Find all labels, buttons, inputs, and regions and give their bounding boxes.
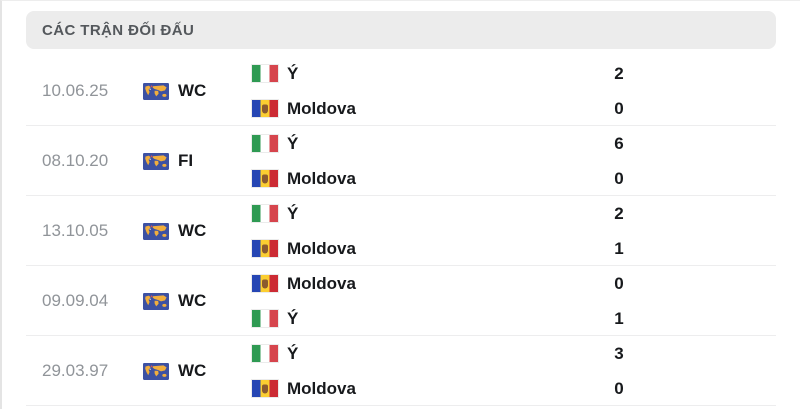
team-name: Moldova xyxy=(287,168,356,188)
competition: WC xyxy=(143,291,252,311)
home-team-line: Ý 2 xyxy=(252,196,776,231)
team-score: 0 xyxy=(614,98,624,118)
match-row[interactable]: 13.10.05 WC Ý 2 Moldova 1 xyxy=(26,196,776,266)
match-date: 29.03.97 xyxy=(42,361,109,380)
competition: WC xyxy=(143,221,252,241)
teams-cell: Ý 3 Moldova 0 xyxy=(252,336,776,406)
team-score: 3 xyxy=(614,343,624,363)
team-score: 2 xyxy=(614,203,624,223)
team-name: Moldova xyxy=(287,238,356,258)
competition-label: WC xyxy=(178,361,207,380)
world-map-icon xyxy=(143,362,169,380)
competition-label: WC xyxy=(178,291,207,310)
competition: WC xyxy=(143,81,252,101)
world-map-icon xyxy=(143,292,169,310)
italy-flag-icon xyxy=(252,205,278,222)
team-name: Ý xyxy=(287,343,299,363)
italy-flag-icon xyxy=(252,135,278,152)
competition: FI xyxy=(143,151,252,171)
home-team-line: Ý 6 xyxy=(252,126,776,161)
away-team-line: Moldova 0 xyxy=(252,371,776,406)
head-to-head-card: CÁC TRẬN ĐỐI ĐẤU 10.06.25 WC Ý 2 Moldova… xyxy=(2,11,800,406)
away-team-line: Ý 1 xyxy=(252,301,776,336)
world-map-icon xyxy=(143,82,169,100)
match-row[interactable]: 08.10.20 FI Ý 6 Moldova 0 xyxy=(26,126,776,196)
away-team-line: Moldova 0 xyxy=(252,161,776,196)
competition: WC xyxy=(143,361,252,381)
team-score: 0 xyxy=(614,273,624,293)
teams-cell: Moldova 0 Ý 1 xyxy=(252,266,776,336)
team-name: Ý xyxy=(287,308,299,328)
italy-flag-icon xyxy=(252,65,278,82)
italy-flag-icon xyxy=(252,345,278,362)
home-team-line: Ý 2 xyxy=(252,56,776,91)
away-team-line: Moldova 1 xyxy=(252,231,776,266)
team-name: Moldova xyxy=(287,98,356,118)
team-name: Ý xyxy=(287,133,299,153)
team-name: Ý xyxy=(287,203,299,223)
match-row[interactable]: 09.09.04 WC Moldova 0 Ý 1 xyxy=(26,266,776,336)
match-row[interactable]: 29.03.97 WC Ý 3 Moldova 0 xyxy=(26,336,776,406)
home-team-line: Moldova 0 xyxy=(252,266,776,301)
team-score: 0 xyxy=(614,168,624,188)
match-date: 08.10.20 xyxy=(42,151,109,170)
moldova-flag-icon xyxy=(252,100,278,117)
matches-list: 10.06.25 WC Ý 2 Moldova 0 08 xyxy=(26,56,776,406)
moldova-flag-icon xyxy=(252,275,278,292)
team-name: Ý xyxy=(287,63,299,83)
team-score: 0 xyxy=(614,378,624,398)
section-header: CÁC TRẬN ĐỐI ĐẤU xyxy=(26,11,776,49)
match-date: 13.10.05 xyxy=(42,221,109,240)
competition-label: FI xyxy=(178,151,194,170)
world-map-icon xyxy=(143,152,169,170)
italy-flag-icon xyxy=(252,310,278,327)
home-team-line: Ý 3 xyxy=(252,336,776,371)
match-date: 09.09.04 xyxy=(42,291,109,310)
moldova-flag-icon xyxy=(252,380,278,397)
team-score: 6 xyxy=(614,133,624,153)
teams-cell: Ý 6 Moldova 0 xyxy=(252,126,776,196)
match-row[interactable]: 10.06.25 WC Ý 2 Moldova 0 xyxy=(26,56,776,126)
team-score: 1 xyxy=(614,308,624,328)
moldova-flag-icon xyxy=(252,240,278,257)
match-date: 10.06.25 xyxy=(42,81,109,100)
away-team-line: Moldova 0 xyxy=(252,91,776,126)
teams-cell: Ý 2 Moldova 0 xyxy=(252,56,776,126)
section-title: CÁC TRẬN ĐỐI ĐẤU xyxy=(42,21,195,39)
team-name: Moldova xyxy=(287,378,356,398)
world-map-icon xyxy=(143,222,169,240)
competition-label: WC xyxy=(178,221,207,240)
team-name: Moldova xyxy=(287,273,356,293)
moldova-flag-icon xyxy=(252,170,278,187)
competition-label: WC xyxy=(178,81,207,100)
teams-cell: Ý 2 Moldova 1 xyxy=(252,196,776,266)
team-score: 2 xyxy=(614,63,624,83)
team-score: 1 xyxy=(614,238,624,258)
